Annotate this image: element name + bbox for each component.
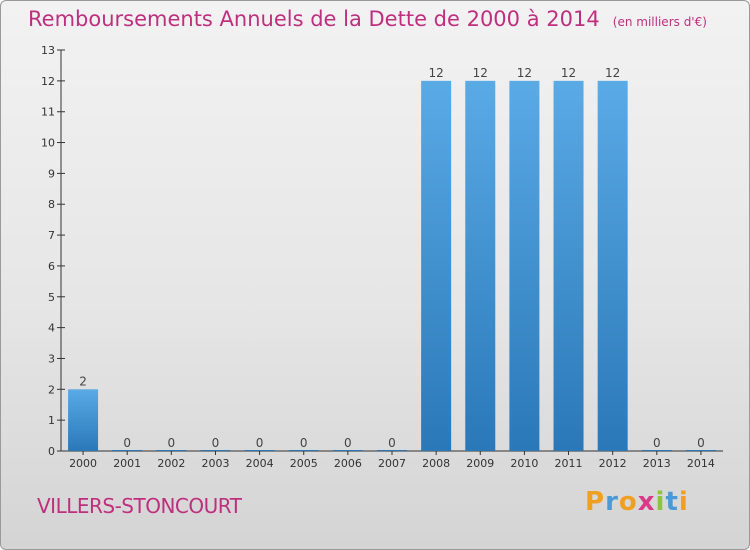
data-label: 0	[344, 436, 352, 450]
bar[interactable]	[68, 389, 99, 451]
x-tick-label: 2009	[466, 457, 494, 470]
y-tick-label: 5	[48, 291, 55, 304]
x-tick-label: 2007	[378, 457, 406, 470]
y-tick-label: 12	[41, 75, 55, 88]
logo-letter: P	[585, 487, 606, 517]
bar[interactable]	[332, 450, 363, 451]
data-label: 12	[517, 66, 532, 80]
y-tick-label: 6	[48, 260, 55, 273]
data-label: 0	[300, 436, 308, 450]
x-tick-label: 2002	[157, 457, 185, 470]
y-tick-label: 11	[41, 106, 55, 119]
y-tick-label: 9	[48, 167, 55, 180]
y-tick-label: 2	[48, 383, 55, 396]
data-label: 2	[79, 374, 87, 388]
bar[interactable]	[112, 450, 143, 451]
logo-letter: o	[618, 487, 638, 517]
y-tick-label: 13	[41, 44, 55, 57]
x-tick-label: 2013	[643, 457, 671, 470]
y-tick-label: 4	[48, 322, 55, 335]
bar[interactable]	[244, 450, 275, 451]
x-tick-label: 2014	[687, 457, 715, 470]
data-label: 0	[653, 436, 661, 450]
bar[interactable]	[156, 450, 187, 451]
bars	[68, 80, 716, 451]
x-tick-label: 2012	[599, 457, 627, 470]
proxiti-logo[interactable]: Proxiti	[585, 487, 689, 517]
title-row: Remboursements Annuels de la Dette de 20…	[28, 7, 707, 31]
data-label: 0	[256, 436, 264, 450]
x-tick-label: 2001	[113, 457, 141, 470]
data-label: 12	[605, 66, 620, 80]
x-tick-label: 2011	[555, 457, 583, 470]
data-labels: 2 0 0 0 0 0 0 0 12 12 12 12 12 0 0	[79, 66, 705, 450]
x-tick-label: 2000	[69, 457, 97, 470]
bar[interactable]	[288, 450, 319, 451]
chart-title: Remboursements Annuels de la Dette de 20…	[28, 7, 600, 31]
data-label: 12	[428, 66, 443, 80]
x-tick-label: 2003	[201, 457, 229, 470]
bar[interactable]	[641, 450, 672, 451]
data-label: 0	[212, 436, 220, 450]
logo-letter: r	[605, 487, 619, 517]
data-label: 0	[697, 436, 705, 450]
y-tick-label: 0	[48, 445, 55, 458]
bar[interactable]	[465, 80, 496, 451]
bar[interactable]	[509, 80, 540, 451]
data-label: 0	[123, 436, 131, 450]
bar[interactable]	[685, 450, 716, 451]
bar[interactable]	[377, 450, 407, 451]
bar[interactable]	[200, 450, 231, 451]
y-tick-label: 1	[48, 414, 55, 427]
logo-letter: i	[678, 487, 689, 517]
x-tick-label: 2004	[246, 457, 274, 470]
logo-letter: x	[637, 487, 656, 517]
y-tick-label: 10	[41, 137, 55, 150]
y-tick-label: 7	[48, 229, 55, 242]
bar[interactable]	[597, 80, 628, 451]
data-label: 0	[388, 436, 396, 450]
y-tick-label: 3	[48, 352, 55, 365]
commune-name: VILLERS-STONCOURT	[37, 494, 242, 518]
bar[interactable]	[553, 80, 584, 451]
data-label: 0	[168, 436, 176, 450]
x-tick-label: 2005	[290, 457, 318, 470]
data-label: 12	[561, 66, 576, 80]
bar[interactable]	[421, 80, 452, 451]
chart-unit: (en milliers d'€)	[612, 15, 707, 29]
x-tick-label: 2010	[510, 457, 538, 470]
y-tick-label: 8	[48, 198, 55, 211]
logo-letter: t	[665, 487, 679, 517]
data-label: 12	[473, 66, 488, 80]
x-tick-label: 2006	[334, 457, 362, 470]
x-tick-label: 2008	[422, 457, 450, 470]
logo-letter: i	[655, 487, 666, 517]
